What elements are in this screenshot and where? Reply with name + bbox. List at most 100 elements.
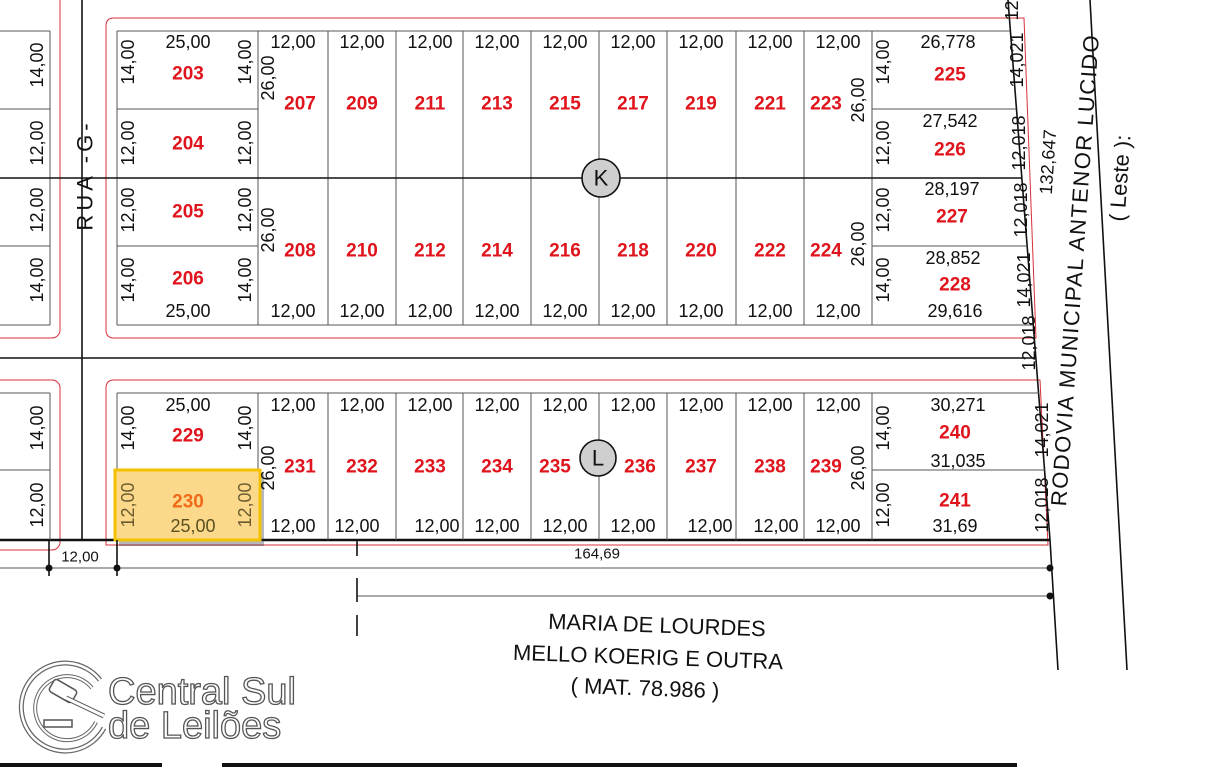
- lot-number[interactable]: 224: [810, 241, 842, 262]
- lot-number[interactable]: 236: [624, 457, 656, 478]
- lot-front-dimension: 12,00: [270, 32, 315, 52]
- lot-number[interactable]: 223: [810, 94, 842, 115]
- lot-dimension: 12,00: [27, 187, 47, 232]
- lot-number[interactable]: 212: [414, 241, 446, 262]
- dimension-lines: [0, 540, 1054, 636]
- lot-number[interactable]: 238: [754, 457, 786, 478]
- lot-number[interactable]: 203: [172, 64, 204, 85]
- lot-back-dimension: 12,00: [270, 301, 315, 321]
- lot-back-dimension: 12,00: [407, 301, 452, 321]
- lot-number[interactable]: 214: [481, 241, 513, 262]
- lot-back-dimension: 25,00: [170, 516, 215, 536]
- lot-number[interactable]: 218: [617, 241, 649, 262]
- lot-number[interactable]: 217: [617, 94, 649, 115]
- lot-back-dimension: 12,00: [610, 301, 655, 321]
- block-l-outline: [105, 379, 1049, 546]
- lot-number[interactable]: 208: [284, 241, 316, 262]
- lot-dimension: 12,00: [27, 120, 47, 165]
- lot-side-dimension: 12,018: [1011, 182, 1031, 237]
- lot-number[interactable]: 215: [549, 94, 581, 115]
- lot-number[interactable]: 231: [284, 457, 316, 478]
- lot-number[interactable]: 229: [172, 426, 204, 447]
- lot-depth-dimension: 26,00: [848, 77, 868, 122]
- total-front-dimension: 164,69: [574, 546, 620, 563]
- lot-number[interactable]: 237: [685, 457, 717, 478]
- lot-front-dimension: 12,00: [610, 395, 655, 415]
- lot-number[interactable]: 204: [172, 134, 204, 155]
- lot-number[interactable]: 210: [346, 241, 378, 262]
- lot-back-dimension: 12,00: [542, 516, 587, 536]
- lot-number[interactable]: 222: [754, 241, 786, 262]
- lot-front-dimension: 12,00: [815, 32, 860, 52]
- block-k-marker: [581, 158, 621, 198]
- lot-back-dimension: 12,00: [474, 301, 519, 321]
- lot-back-dimension: 12,00: [610, 516, 655, 536]
- lot-side-dimension: 14,00: [873, 405, 893, 450]
- block-k-outline: [105, 17, 1037, 339]
- lot-depth-dimension: 26,00: [848, 221, 868, 266]
- lot-front-dimension: 12,00: [407, 395, 452, 415]
- lot-number[interactable]: 216: [549, 241, 581, 262]
- lot-front-dimension: 12,00: [678, 32, 723, 52]
- lot-number[interactable]: 221: [754, 94, 786, 115]
- lot-number[interactable]: 219: [685, 94, 717, 115]
- lot-number[interactable]: 234: [481, 457, 513, 478]
- lot-side-dimension: 12,00: [235, 482, 255, 527]
- left-block-outline-lower: [0, 379, 61, 551]
- lot-dimension: 14,00: [27, 257, 47, 302]
- lot-side-dimension: 12,00: [235, 187, 255, 232]
- lot-back-dimension: 12,00: [678, 301, 723, 321]
- lot-number[interactable]: 207: [284, 94, 316, 115]
- lot-front-dimension: 12,00: [747, 395, 792, 415]
- lot-side-dimension: 14,00: [118, 257, 138, 302]
- lot-number[interactable]: 211: [415, 94, 446, 115]
- road-edge-line: [1007, 0, 1059, 671]
- road-side-label: ( Leste ):: [1105, 134, 1136, 222]
- lot-front-dimension: 12,00: [747, 32, 792, 52]
- lot-number[interactable]: 233: [414, 457, 446, 478]
- lot-back-dimension: 12,00: [542, 301, 587, 321]
- gavel-icon: [43, 678, 106, 728]
- owner-name-line2: MELLO KOERIG E OUTRA: [513, 640, 784, 674]
- lot-side-dimension: 14,021: [1007, 32, 1027, 87]
- road-name-rodovia: RODOVIA MUNICIPAL ANTENOR LUCIDO: [1046, 33, 1104, 507]
- lot-number[interactable]: 209: [346, 94, 378, 115]
- lot-front-dimension: 26,778: [920, 32, 975, 52]
- road-edge-line: [1089, 0, 1128, 671]
- lot-front-dimension: 25,00: [165, 32, 210, 52]
- lot-dimension: 28,197: [924, 179, 979, 199]
- lot-number[interactable]: 239: [810, 457, 842, 478]
- lot-number[interactable]: 220: [685, 241, 717, 262]
- lot-back-dimension: 12,00: [747, 301, 792, 321]
- lot-number-selected[interactable]: 230: [172, 492, 204, 513]
- lot-number[interactable]: 213: [481, 94, 513, 115]
- lot-number[interactable]: 240: [939, 423, 971, 444]
- lot-number[interactable]: 241: [939, 491, 971, 512]
- lot-side-dimension: 14,00: [118, 405, 138, 450]
- lot-side-dimension: 12,: [1002, 0, 1022, 21]
- lot-side-dimension: 12,00: [873, 120, 893, 165]
- lot-back-dimension: 12,00: [815, 301, 860, 321]
- logo-line2: de Leilões: [108, 705, 281, 747]
- lot-side-dimension: 14,00: [235, 257, 255, 302]
- owner-registration: ( MAT. 78.986 ): [570, 673, 720, 703]
- lot-number[interactable]: 225: [934, 65, 966, 86]
- lot-side-dimension: 14,021: [1014, 252, 1034, 307]
- block-l-marker: [579, 439, 617, 477]
- lot-dimension: 12,00: [27, 482, 47, 527]
- lot-dimension: 14,00: [27, 42, 47, 87]
- lot-back-dimension: 12,00: [815, 516, 860, 536]
- central-sul-logo: Central Sul de Leilões: [18, 660, 297, 754]
- selected-lot-230[interactable]: [113, 468, 262, 542]
- lot-number[interactable]: 235: [539, 457, 571, 478]
- logo-line1: Central Sul: [108, 671, 296, 713]
- lot-number[interactable]: 227: [936, 207, 968, 228]
- lot-number[interactable]: 228: [939, 275, 971, 296]
- lot-number[interactable]: 232: [346, 457, 378, 478]
- lot-number[interactable]: 205: [172, 202, 204, 223]
- lot-side-dimension: 14,00: [235, 39, 255, 84]
- lot-back-dimension: 12,00: [753, 516, 798, 536]
- lot-number[interactable]: 206: [172, 269, 204, 290]
- lot-number[interactable]: 226: [934, 140, 966, 161]
